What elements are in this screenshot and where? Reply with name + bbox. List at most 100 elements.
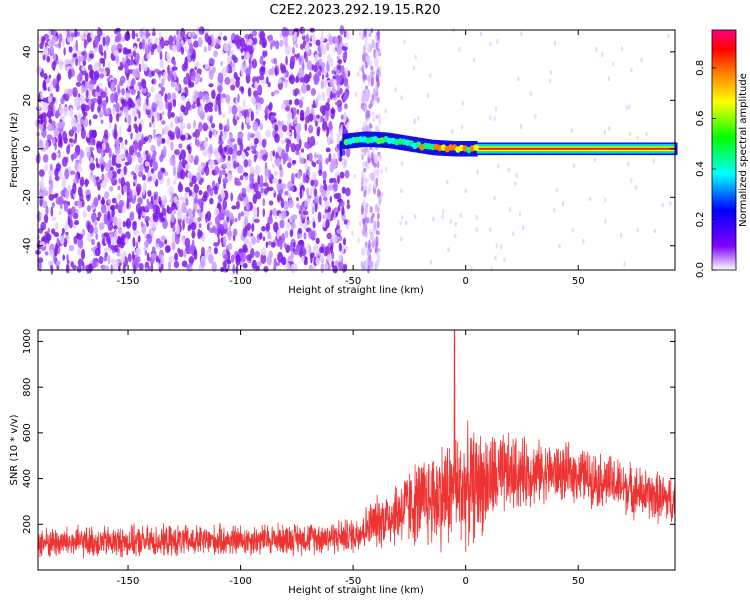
x-tick-label: -50 (345, 576, 361, 587)
heatmap-noise-cell (101, 196, 105, 205)
heatmap-noise-cell (447, 247, 450, 253)
heatmap-noise-cell (572, 162, 576, 168)
y-tick-label: 600 (22, 423, 33, 442)
heatmap-noise-cell (191, 104, 197, 109)
heatmap-noise-cell (285, 244, 291, 253)
heatmap-noise-cell (115, 163, 122, 168)
heatmap-noise-cell (200, 145, 204, 151)
heatmap-noise-cell (242, 227, 248, 238)
heatmap-noise-cell (341, 206, 345, 216)
heatmap-noise-cell (344, 103, 348, 110)
heatmap-noise-cell (290, 143, 297, 153)
heatmap-noise-cell (171, 57, 174, 64)
heatmap-noise-cell (91, 238, 95, 246)
heatmap-noise-cell (343, 78, 348, 87)
heatmap-noise-cell (51, 202, 55, 208)
heatmap-noise-cell (124, 231, 131, 240)
snr-ylabel: SNR (10 * v/v) (9, 414, 20, 485)
heatmap-noise-cell (459, 212, 463, 218)
heatmap-noise-cell (225, 94, 231, 103)
heatmap-noise-cell (167, 64, 170, 76)
heatmap-noise-cell (380, 168, 383, 174)
heatmap-noise-cell (173, 60, 177, 67)
heatmap-noise-cell (213, 247, 218, 255)
heatmap-noise-cell (403, 39, 406, 45)
heatmap-noise-cell (61, 38, 65, 48)
heatmap-noise-cell (345, 147, 351, 158)
snr-xlabel: Height of straight line (km) (288, 585, 424, 596)
heatmap-noise-cell (380, 192, 384, 198)
heatmap-noise-cell (283, 242, 287, 248)
heatmap-noise-cell (234, 34, 240, 45)
heatmap-noise-cell (98, 110, 104, 118)
heatmap-noise-cell (331, 260, 335, 268)
heatmap-noise-cell (280, 62, 284, 72)
heatmap-noise-cell (371, 111, 375, 117)
heatmap-noise-cell (117, 237, 123, 245)
heatmap-noise-cell (293, 37, 297, 42)
heatmap-noise-cell (627, 161, 630, 167)
heatmap-noise-cell (259, 232, 263, 240)
heatmap-noise-cell (368, 229, 372, 235)
heatmap-noise-cell (301, 84, 307, 94)
heatmap-noise-cell (170, 213, 175, 223)
heatmap-noise-cell (137, 156, 143, 164)
heatmap-noise-cell (334, 207, 338, 213)
heatmap-noise-cell (107, 254, 111, 265)
heatmap-noise-cell (363, 190, 367, 198)
heatmap-noise-cell (458, 46, 461, 52)
heatmap-noise-cell (327, 184, 334, 192)
heatmap-noise-cell (231, 205, 237, 210)
heatmap-noise-cell (248, 240, 253, 249)
heatmap-noise-cell (150, 223, 156, 228)
heatmap-noise-cell (169, 121, 174, 129)
heatmap-noise-cell (268, 101, 273, 112)
colorbar-tick-label: 0.0 (695, 262, 706, 278)
heatmap-noise-cell (63, 201, 68, 212)
heatmap-noise-cell (367, 243, 371, 250)
heatmap-noise-cell (317, 70, 322, 77)
heatmap-noise-cell (122, 221, 126, 228)
heatmap-noise-cell (325, 63, 330, 73)
heatmap-noise-cell (93, 70, 100, 81)
heatmap-noise-cell (88, 53, 94, 60)
heatmap-noise-cell (305, 42, 310, 53)
heatmap-noise-cell (59, 235, 65, 245)
heatmap-noise-cell (331, 234, 338, 244)
heatmap-noise-cell (400, 236, 403, 242)
heatmap-noise-cell (570, 128, 573, 134)
heatmap-noise-cell (186, 144, 191, 151)
heatmap-noise-cell (221, 67, 228, 76)
heatmap-noise-cell (173, 195, 178, 204)
heatmap-noise-cell (343, 219, 348, 225)
heatmap-noise-cell (218, 122, 223, 131)
heatmap-noise-cell (181, 63, 188, 72)
heatmap-noise-cell (213, 242, 220, 247)
heatmap-noise-cell (202, 149, 208, 157)
heatmap-noise-cell (213, 50, 218, 58)
heatmap-noise-cell (224, 146, 228, 152)
heatmap-noise-cell (571, 227, 575, 233)
heatmap-noise-cell (371, 38, 375, 49)
heatmap-noise-cell (375, 259, 379, 270)
heatmap-noise-cell (267, 231, 271, 240)
heatmap-noise-cell (98, 256, 104, 264)
heatmap-noise-cell (558, 243, 561, 249)
heatmap-noise-cell (300, 148, 305, 153)
heatmap-noise-cell (378, 120, 382, 126)
heatmap-noise-cell (185, 101, 191, 111)
heatmap-noise-cell (494, 106, 498, 112)
heatmap-noise-cell (254, 164, 261, 176)
heatmap-noise-cell (76, 233, 80, 238)
heatmap-noise-cell (336, 136, 341, 145)
heatmap-noise-cell (279, 132, 284, 139)
heatmap-noise-cell (241, 122, 244, 131)
heatmap-noise-cell (212, 225, 216, 234)
heatmap-noise-cell (43, 73, 48, 80)
heatmap-noise-cell (159, 200, 162, 206)
heatmap-noise-cell (189, 43, 194, 54)
heatmap-noise-cell (375, 114, 379, 119)
heatmap-noise-cell (554, 40, 557, 46)
heatmap-noise-cell (353, 173, 356, 179)
heatmap-noise-cell (322, 196, 328, 201)
